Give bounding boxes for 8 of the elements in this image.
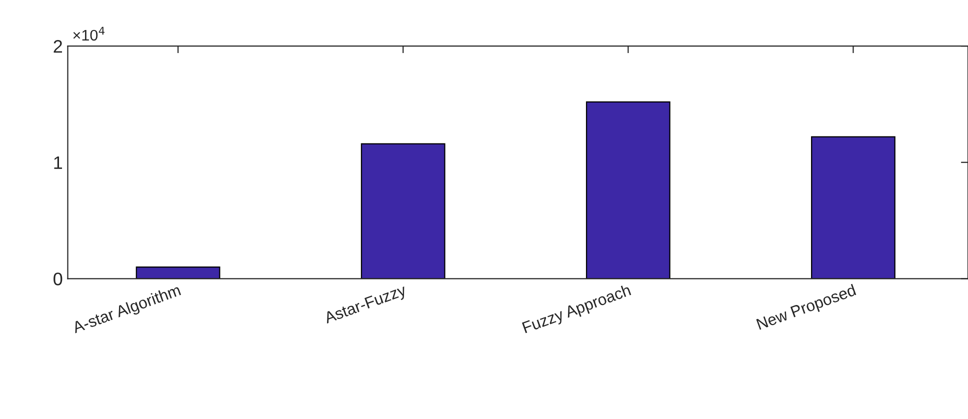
y-tick-label: 0 xyxy=(54,272,62,286)
bar xyxy=(811,136,896,279)
bar xyxy=(136,266,220,279)
y-tick-label: 2 xyxy=(54,40,62,53)
y-tick-label: 1 xyxy=(54,156,62,169)
text: ×10$^{4}$ xyxy=(73,26,105,41)
bar xyxy=(586,101,670,279)
bar xyxy=(360,143,446,279)
